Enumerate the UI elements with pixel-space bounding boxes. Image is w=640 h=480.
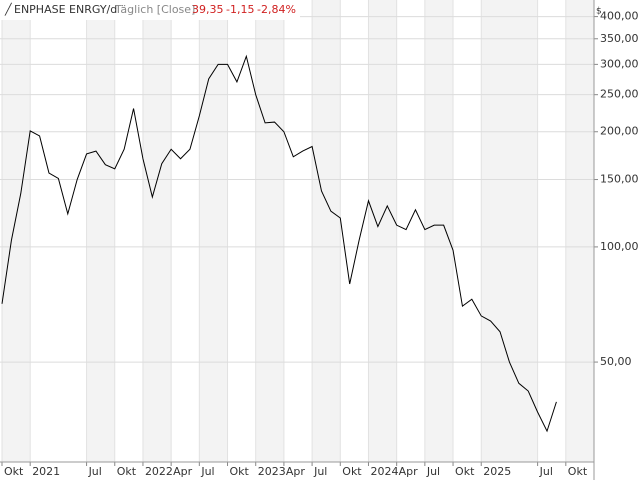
band bbox=[565, 0, 594, 462]
x-tick-label: Jul bbox=[200, 465, 214, 478]
header-icon: ╱ bbox=[4, 2, 13, 16]
x-tick-label: Okt bbox=[117, 465, 137, 478]
x-tick-label: 2022 bbox=[145, 465, 173, 478]
mode: Täglich [Close] bbox=[114, 3, 195, 16]
band bbox=[481, 0, 538, 462]
x-tick-label: Okt bbox=[342, 465, 362, 478]
change: -1,15 bbox=[226, 3, 254, 16]
x-tick-label: 2023 bbox=[258, 465, 286, 478]
x-tick-label: Jul bbox=[539, 465, 553, 478]
x-tick-label: Apr bbox=[399, 465, 419, 478]
y-tick-label: 400,00 bbox=[600, 10, 639, 23]
band bbox=[368, 0, 397, 462]
band bbox=[86, 0, 115, 462]
x-tick-label: Okt bbox=[568, 465, 588, 478]
x-tick-label: Jul bbox=[313, 465, 327, 478]
band bbox=[312, 0, 341, 462]
y-tick-label: 350,00 bbox=[600, 32, 639, 45]
price-line bbox=[1, 54, 557, 433]
band bbox=[199, 0, 228, 462]
x-tick-label: Okt bbox=[455, 465, 475, 478]
band bbox=[424, 0, 454, 462]
y-tick-label: 300,00 bbox=[600, 57, 639, 70]
y-tick-label: 200,00 bbox=[600, 125, 639, 138]
x-tick-label: 2025 bbox=[483, 465, 511, 478]
x-tick-label: Jul bbox=[426, 465, 440, 478]
header-bar bbox=[0, 0, 300, 20]
y-tick-label: 50,00 bbox=[600, 355, 632, 368]
x-tick-label: 2024 bbox=[370, 465, 398, 478]
x-tick-label: Apr bbox=[173, 465, 193, 478]
x-tick-label: Okt bbox=[4, 465, 24, 478]
x-tick-label: Apr bbox=[286, 465, 306, 478]
x-tick-label: 2021 bbox=[32, 465, 60, 478]
last-price: 39,35 bbox=[192, 3, 224, 16]
y-tick-label: 150,00 bbox=[600, 173, 639, 186]
x-tick-label: Okt bbox=[230, 465, 250, 478]
symbol: ENPHASE ENRGY/d bbox=[14, 3, 117, 16]
y-tick-label: 100,00 bbox=[600, 240, 639, 253]
x-tick-label: Jul bbox=[88, 465, 102, 478]
currency: $ bbox=[596, 7, 602, 17]
band bbox=[142, 0, 172, 462]
band bbox=[255, 0, 284, 462]
y-tick-label: 250,00 bbox=[600, 88, 639, 101]
change-pct: -2,84% bbox=[257, 3, 296, 16]
band bbox=[2, 0, 31, 462]
